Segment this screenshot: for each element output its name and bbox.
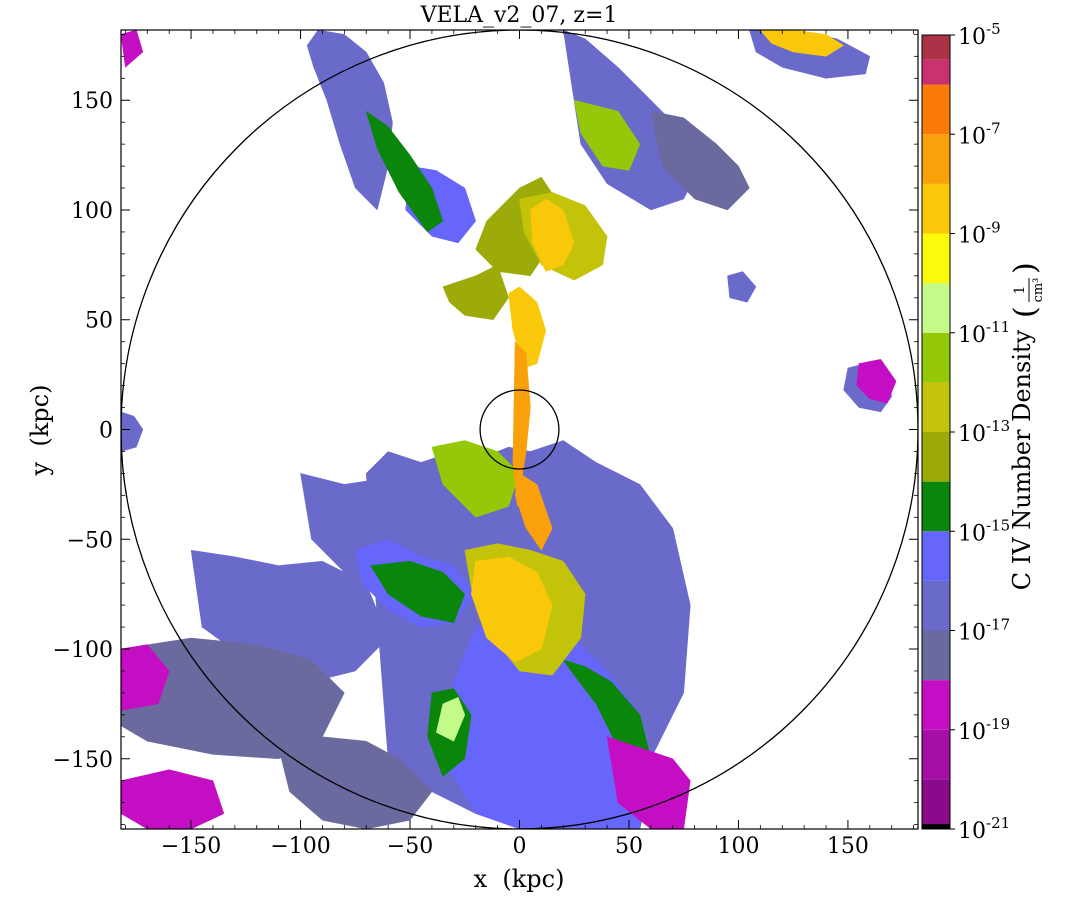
density-region-26	[530, 198, 575, 272]
colorbar-tick-label: 10-21	[958, 814, 1010, 844]
density-region-31	[760, 30, 845, 57]
x-tick-label: 100	[717, 834, 759, 859]
density-region-29	[514, 472, 553, 551]
y-tick-label: −50	[67, 528, 113, 553]
density-region-14	[365, 110, 444, 233]
density-region-25	[471, 556, 553, 663]
colorbar-tick-label: 10-9	[958, 219, 1001, 249]
colorbar-unit-numerator: 1	[1012, 286, 1028, 295]
density-region-36	[606, 736, 691, 829]
y-tick-label: 0	[99, 419, 113, 444]
colorbar-unit-paren-right: )	[1008, 262, 1043, 274]
density-region-33	[121, 769, 225, 829]
colorbar-segment	[922, 59, 950, 85]
colorbar-segment	[922, 84, 950, 135]
colorbar-segment	[922, 283, 950, 333]
y-axis-label: y (kpc)	[26, 385, 54, 477]
density-region-24	[436, 696, 466, 742]
x-tick-label: −50	[387, 834, 433, 859]
colorbar-segment	[922, 233, 950, 284]
x-tick-label: 150	[827, 834, 869, 859]
x-axis: −150 −100 −50 0 50 100 150	[124, 30, 915, 859]
x-tick-label: −100	[270, 834, 330, 859]
colorbar-tick-label: 10-17	[958, 616, 1010, 646]
colorbar-unit-paren-left: (	[1008, 306, 1043, 318]
colorbar-segment	[922, 332, 950, 383]
density-region-34	[121, 30, 144, 68]
y-tick-label: 150	[71, 89, 113, 114]
colorbar-tick-label: 10-15	[958, 516, 1010, 546]
colorbar-tick-label: 10-7	[958, 119, 1001, 149]
colorbar-tick-label: 10-13	[958, 417, 1010, 447]
density-region-35	[856, 359, 897, 404]
density-region-15	[370, 560, 466, 623]
density-region-5	[306, 30, 393, 211]
density-region-28	[512, 341, 531, 507]
colorbar-tick-label: 10-19	[958, 715, 1010, 745]
reference-circle-1	[479, 389, 560, 470]
colorbar-tick-label: 10-5	[958, 20, 1001, 50]
colorbar-segment	[922, 35, 950, 60]
colorbar-unit-denominator: cm³	[1031, 278, 1046, 303]
colorbar-segment	[922, 580, 950, 631]
density-region-23	[573, 99, 641, 171]
colorbar-segment	[922, 481, 950, 532]
colorbar	[921, 34, 951, 830]
colorbar-segment	[922, 531, 950, 581]
chart-title: VELA_v2_07, z=1	[420, 3, 618, 28]
x-axis-label: x (kpc)	[474, 865, 565, 893]
colorbar-segment	[922, 183, 950, 234]
density-region-22	[431, 440, 520, 518]
colorbar-segment	[922, 630, 950, 681]
y-axis: 150 100 50 0 −50 −100 −150	[53, 33, 918, 826]
density-region-10	[121, 411, 144, 452]
density-region-32	[121, 644, 170, 711]
x-tick-label: −150	[161, 834, 221, 859]
x-tick-label: 0	[513, 834, 527, 859]
density-region-27	[508, 286, 547, 369]
colorbar-segment	[922, 680, 950, 730]
colorbar-segment	[922, 432, 950, 482]
colorbar-ticks: 10-5 10-7 10-9 10-11 10-13 10-15 10-17 10-19 10-…	[950, 20, 1010, 844]
y-tick-label: −100	[53, 638, 113, 663]
density-region-9	[727, 271, 757, 303]
colorbar-segment	[922, 824, 950, 829]
colorbar-segment	[922, 134, 950, 184]
colorbar-segment	[922, 382, 950, 432]
y-tick-label: −150	[53, 748, 113, 773]
density-region-7	[650, 110, 750, 211]
reference-circles	[121, 30, 918, 829]
y-tick-label: 100	[71, 199, 113, 224]
colorbar-segment	[922, 779, 950, 825]
y-tick-label: 50	[85, 309, 113, 334]
colorbar-label-text: C IV Number Density	[1008, 329, 1036, 590]
x-tick-label: 50	[615, 834, 643, 859]
colorbar-tick-label: 10-11	[958, 318, 1010, 348]
colorbar-label: C IV Number Density ( 1 cm³ )	[1008, 262, 1046, 590]
plot-area	[121, 30, 897, 829]
density-region-19	[442, 264, 509, 320]
density-region-3	[278, 736, 433, 829]
colorbar-segment	[922, 729, 950, 780]
